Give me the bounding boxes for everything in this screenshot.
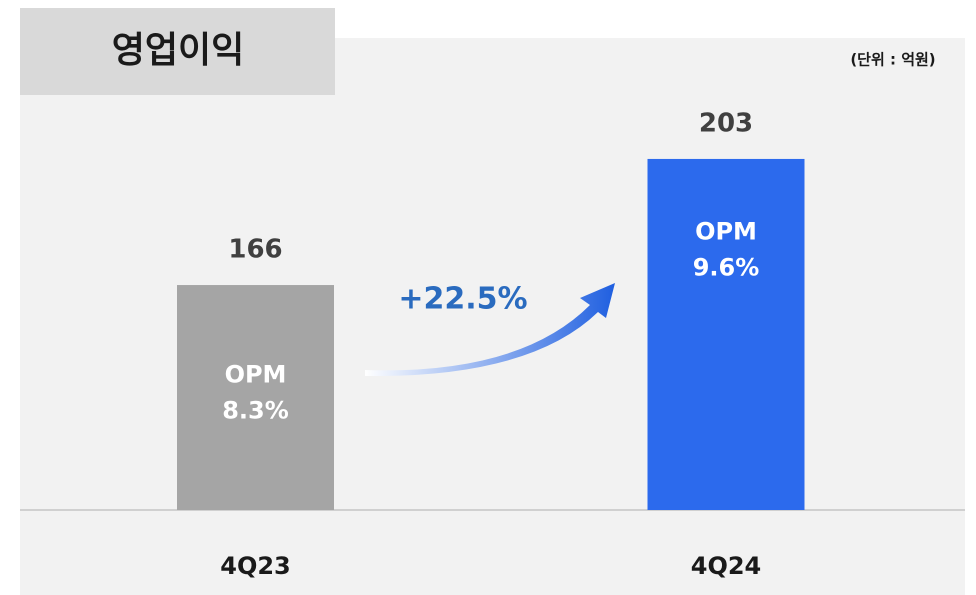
opm-label: OPM xyxy=(695,217,757,245)
opm-value: 8.3% xyxy=(222,397,289,425)
x-tick-label: 4Q24 xyxy=(691,552,762,580)
bar xyxy=(647,158,805,511)
growth-label: +22.5% xyxy=(398,282,527,317)
opm-value: 9.6% xyxy=(693,253,760,281)
value-label: 203 xyxy=(699,108,753,138)
value-label: 166 xyxy=(228,235,282,265)
panel xyxy=(20,38,965,595)
unit-label: (단위 : 억원) xyxy=(850,51,935,69)
growth-arrow xyxy=(365,283,615,377)
bar xyxy=(177,285,334,510)
opm-label: OPM xyxy=(225,361,287,389)
chart-title: 영업이익 xyxy=(112,30,244,71)
title-box xyxy=(20,8,335,95)
x-tick-label: 4Q23 xyxy=(220,552,291,580)
